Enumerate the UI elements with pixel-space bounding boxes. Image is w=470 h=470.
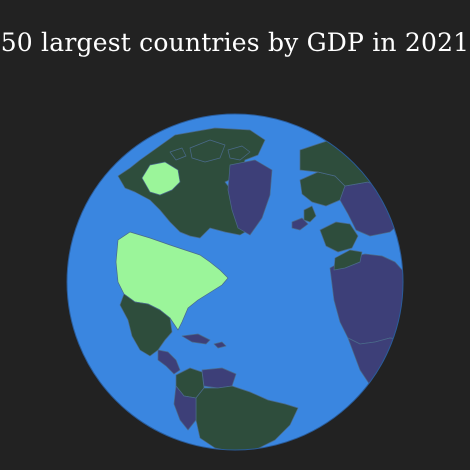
country-mexico[interactable] [119, 293, 173, 357]
country-north-africa[interactable] [333, 249, 363, 271]
country-usa-alaska[interactable] [141, 161, 181, 196]
country-greenland[interactable] [227, 159, 273, 236]
country-europe-west[interactable] [319, 221, 359, 253]
country-iceland[interactable] [291, 217, 309, 231]
globe-outline [66, 113, 404, 451]
country-uk[interactable] [303, 205, 317, 223]
country-canada-islands[interactable] [169, 139, 251, 163]
country-brazil[interactable] [195, 385, 299, 452]
country-peru[interactable] [173, 385, 197, 431]
page-title: 50 largest countries by GDP in 2021 [0, 28, 470, 57]
country-central-america[interactable] [157, 349, 181, 375]
country-caribbean[interactable] [181, 333, 227, 349]
country-canada[interactable] [117, 127, 266, 239]
